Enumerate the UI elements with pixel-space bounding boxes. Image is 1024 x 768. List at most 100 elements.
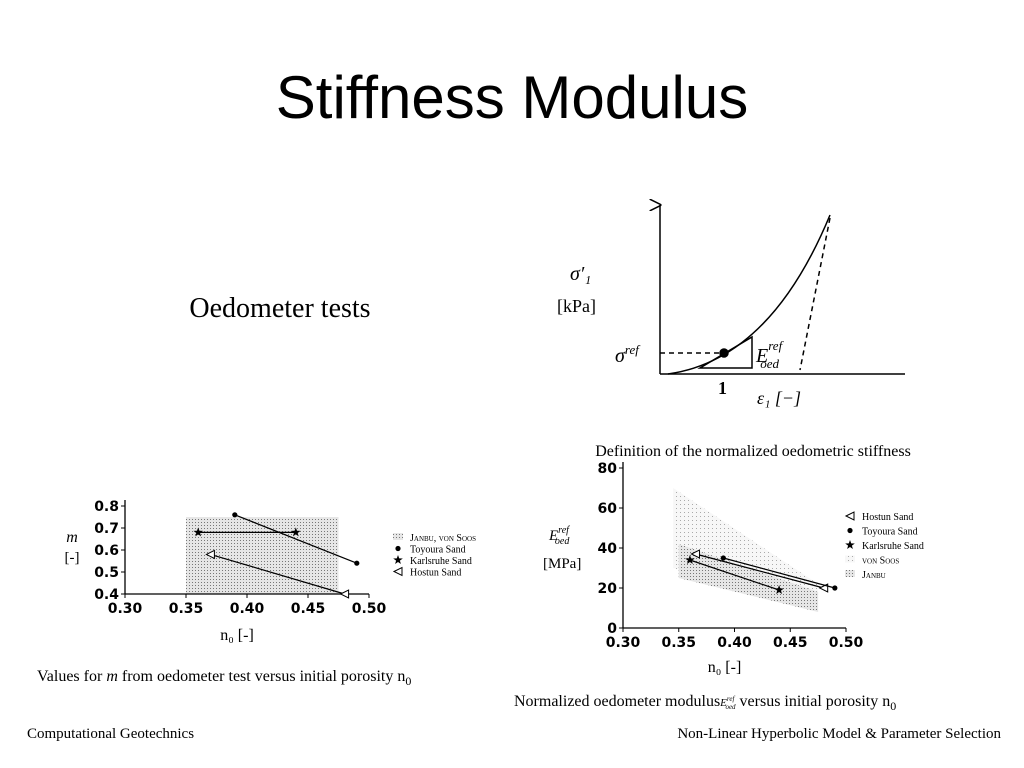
- x-axis-label: n₀ [-]: [708, 659, 742, 676]
- reference-point: [719, 348, 729, 358]
- x-tick-label: 0.35: [169, 601, 204, 617]
- chart: 0.30 0.35 0.40 0.45 0.50 0.4 0.5 0.6 0.7 0.8 n₀ [-…: [65, 499, 477, 644]
- legend-label: Karlsruhe Sand: [862, 541, 924, 552]
- text-sup: ref: [625, 342, 641, 357]
- y-axis-unit: [MPa]: [543, 556, 581, 572]
- shaded-region: [678, 544, 819, 612]
- text-sup: ref: [768, 338, 784, 353]
- y-tick-label: 0.4: [94, 587, 119, 603]
- marker-triangle: [205, 549, 215, 560]
- text-base: E: [719, 697, 727, 709]
- slide-title: Stiffness Modulus: [276, 64, 748, 131]
- shaded-region: [673, 488, 819, 608]
- y-tick-label: 0: [607, 621, 617, 637]
- legend-label: Hostun Sand: [862, 512, 913, 523]
- legend-marker: [393, 555, 403, 564]
- text-sub: 0: [890, 699, 896, 713]
- diagram-modulus: Eref oed: [755, 338, 785, 371]
- marker-dot: [832, 585, 838, 591]
- legend-label: Karlsruhe Sand: [410, 556, 472, 567]
- text: versus initial porosity n: [736, 693, 891, 710]
- diagram-caption: Definition of the normalized oedometric …: [595, 443, 911, 460]
- diagram-ref-stress: σref: [615, 342, 641, 367]
- footer-right: Non-Linear Hyperbolic Model & Parameter …: [677, 726, 1001, 742]
- x-tick-label: 0.40: [230, 601, 265, 617]
- text-sub: 0: [405, 674, 411, 688]
- diagram-x-label: ε₁ [−]: [757, 388, 801, 408]
- legend-marker: [847, 527, 853, 534]
- text-sub: oed: [760, 356, 779, 371]
- series-line: [723, 557, 836, 589]
- x-tick-label: 0.45: [773, 635, 808, 651]
- y-tick-label: 0.8: [94, 499, 119, 515]
- caption: Values for m from oedometer test versus …: [37, 668, 411, 688]
- legend-label: Janbu, von Soos: [410, 533, 476, 544]
- text-base: σ: [615, 345, 626, 367]
- y-tick-label: 80: [598, 461, 618, 477]
- legend-label: Toyoura Sand: [862, 527, 918, 538]
- marker-dot: [720, 555, 726, 561]
- legend-marker: [392, 566, 403, 577]
- y-tick-label: 20: [598, 581, 618, 597]
- legend-swatch: [845, 570, 855, 577]
- x-tick-label: 0.50: [829, 635, 864, 651]
- y-axis-label: Eref oed: [548, 525, 570, 547]
- y-tick-label: 0.6: [94, 543, 119, 559]
- text-base: E: [755, 345, 768, 367]
- text-sub: oed: [725, 703, 736, 711]
- text-sup: ref: [727, 695, 736, 703]
- text-base: E: [548, 528, 558, 544]
- text-sub: oed: [555, 536, 570, 547]
- legend-label: von Soos: [862, 556, 899, 567]
- text: Normalized oedometer modulus: [514, 693, 720, 710]
- x-axis-label: n₀ [-]: [220, 627, 254, 644]
- shaded-region: [186, 517, 339, 594]
- definition-diagram: [660, 205, 905, 375]
- series-line: [234, 514, 358, 564]
- y-axis-label: m: [66, 529, 78, 546]
- legend-marker: [845, 540, 855, 549]
- stress-curve: [667, 214, 831, 375]
- chart: 0.30 0.35 0.40 0.45 0.50 0 20 40 60 80 n₀ [-] Eref o…: [543, 461, 924, 676]
- text: Values for: [37, 668, 106, 685]
- legend-label: Toyoura Sand: [410, 545, 466, 556]
- legend-label: Hostun Sand: [410, 568, 461, 579]
- unloading-line: [799, 217, 831, 371]
- legend-swatch: [845, 555, 855, 563]
- legend-swatch: [393, 533, 403, 540]
- marker-star: [774, 585, 784, 594]
- subtitle: Oedometer tests: [189, 293, 370, 324]
- y-tick-label: 60: [598, 501, 618, 517]
- series-line: [689, 559, 780, 591]
- legend-marker: [395, 545, 401, 552]
- text: m: [106, 668, 118, 685]
- x-tick-label: 0.30: [108, 601, 143, 617]
- y-tick-label: 0.5: [94, 565, 119, 581]
- marker-dot: [354, 560, 360, 566]
- marker-star: [291, 527, 301, 537]
- y-axis-unit: [-]: [65, 550, 80, 566]
- y-tick-label: 0.7: [94, 521, 119, 537]
- x-tick-label: 0.50: [352, 601, 387, 617]
- text: from oedometer test versus initial poros…: [118, 668, 406, 685]
- legend-label: Janbu: [862, 570, 886, 581]
- y-tick-label: 40: [598, 541, 618, 557]
- diagram-y-unit: [kPa]: [557, 296, 596, 316]
- marker-triangle: [690, 549, 700, 559]
- series-line: [210, 553, 345, 595]
- footer-left: Computational Geotechnics: [27, 726, 194, 742]
- marker-star: [685, 555, 695, 564]
- marker-triangle: [339, 589, 350, 599]
- x-tick-label: 0.40: [717, 635, 752, 651]
- legend-marker: [844, 511, 855, 521]
- marker-star: [193, 527, 203, 537]
- marker-dot: [232, 512, 238, 518]
- x-tick-label: 0.45: [291, 601, 326, 617]
- series-line: [695, 553, 824, 589]
- text-sup: ref: [558, 525, 570, 536]
- diagram-y-label: σ′₁: [570, 263, 591, 285]
- x-tick-label: 0.30: [606, 635, 641, 651]
- x-tick-label: 0.35: [661, 635, 696, 651]
- diagram-slope: 1: [718, 378, 727, 398]
